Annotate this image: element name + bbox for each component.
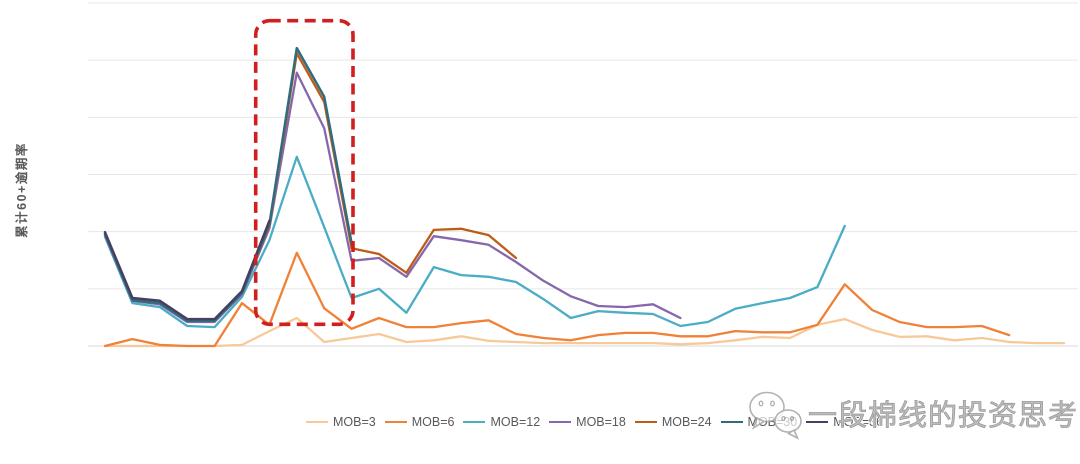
legend-item-MOB=3: MOB=3 [306,415,376,429]
wechat-icon [749,391,802,440]
series-line-MOB=12 [103,155,846,329]
legend-item-MOB=24: MOB=24 [634,415,712,429]
legend-label: MOB=12 [490,415,541,429]
legend-swatch-icon [463,420,486,424]
series-line-MOB=3 [103,316,1066,348]
legend-item-MOB=36: MOB=36 [806,415,883,429]
highlight-dashed-box [253,18,355,327]
legend-label: MOB=3 [333,415,376,429]
legend-label: MOB=18 [576,415,626,429]
legend-swatch-icon [384,420,407,424]
legend-swatch-icon [306,420,328,424]
legend-swatch-icon [634,420,657,424]
legend-swatch-icon [549,420,572,424]
series-line-MOB=18 [103,71,682,324]
legend-item-MOB=18: MOB=18 [549,415,626,429]
watermark: 一段棉线的投资思考 [746,388,1078,442]
legend-label: MOB=36 [833,415,883,429]
legend-label: MOB=24 [661,415,712,429]
series-line-MOB=36 [103,219,271,321]
legend-swatch-icon [806,420,829,424]
legend-item-MOB=12: MOB=12 [463,415,540,429]
legend-item-MOB=6: MOB=6 [384,415,455,429]
legend-swatch-icon [720,420,743,424]
watermark-text: 一段棉线的投资思考 [808,397,1079,432]
series-line-MOB=30 [103,46,353,323]
legend-label: MOB=6 [411,415,455,429]
